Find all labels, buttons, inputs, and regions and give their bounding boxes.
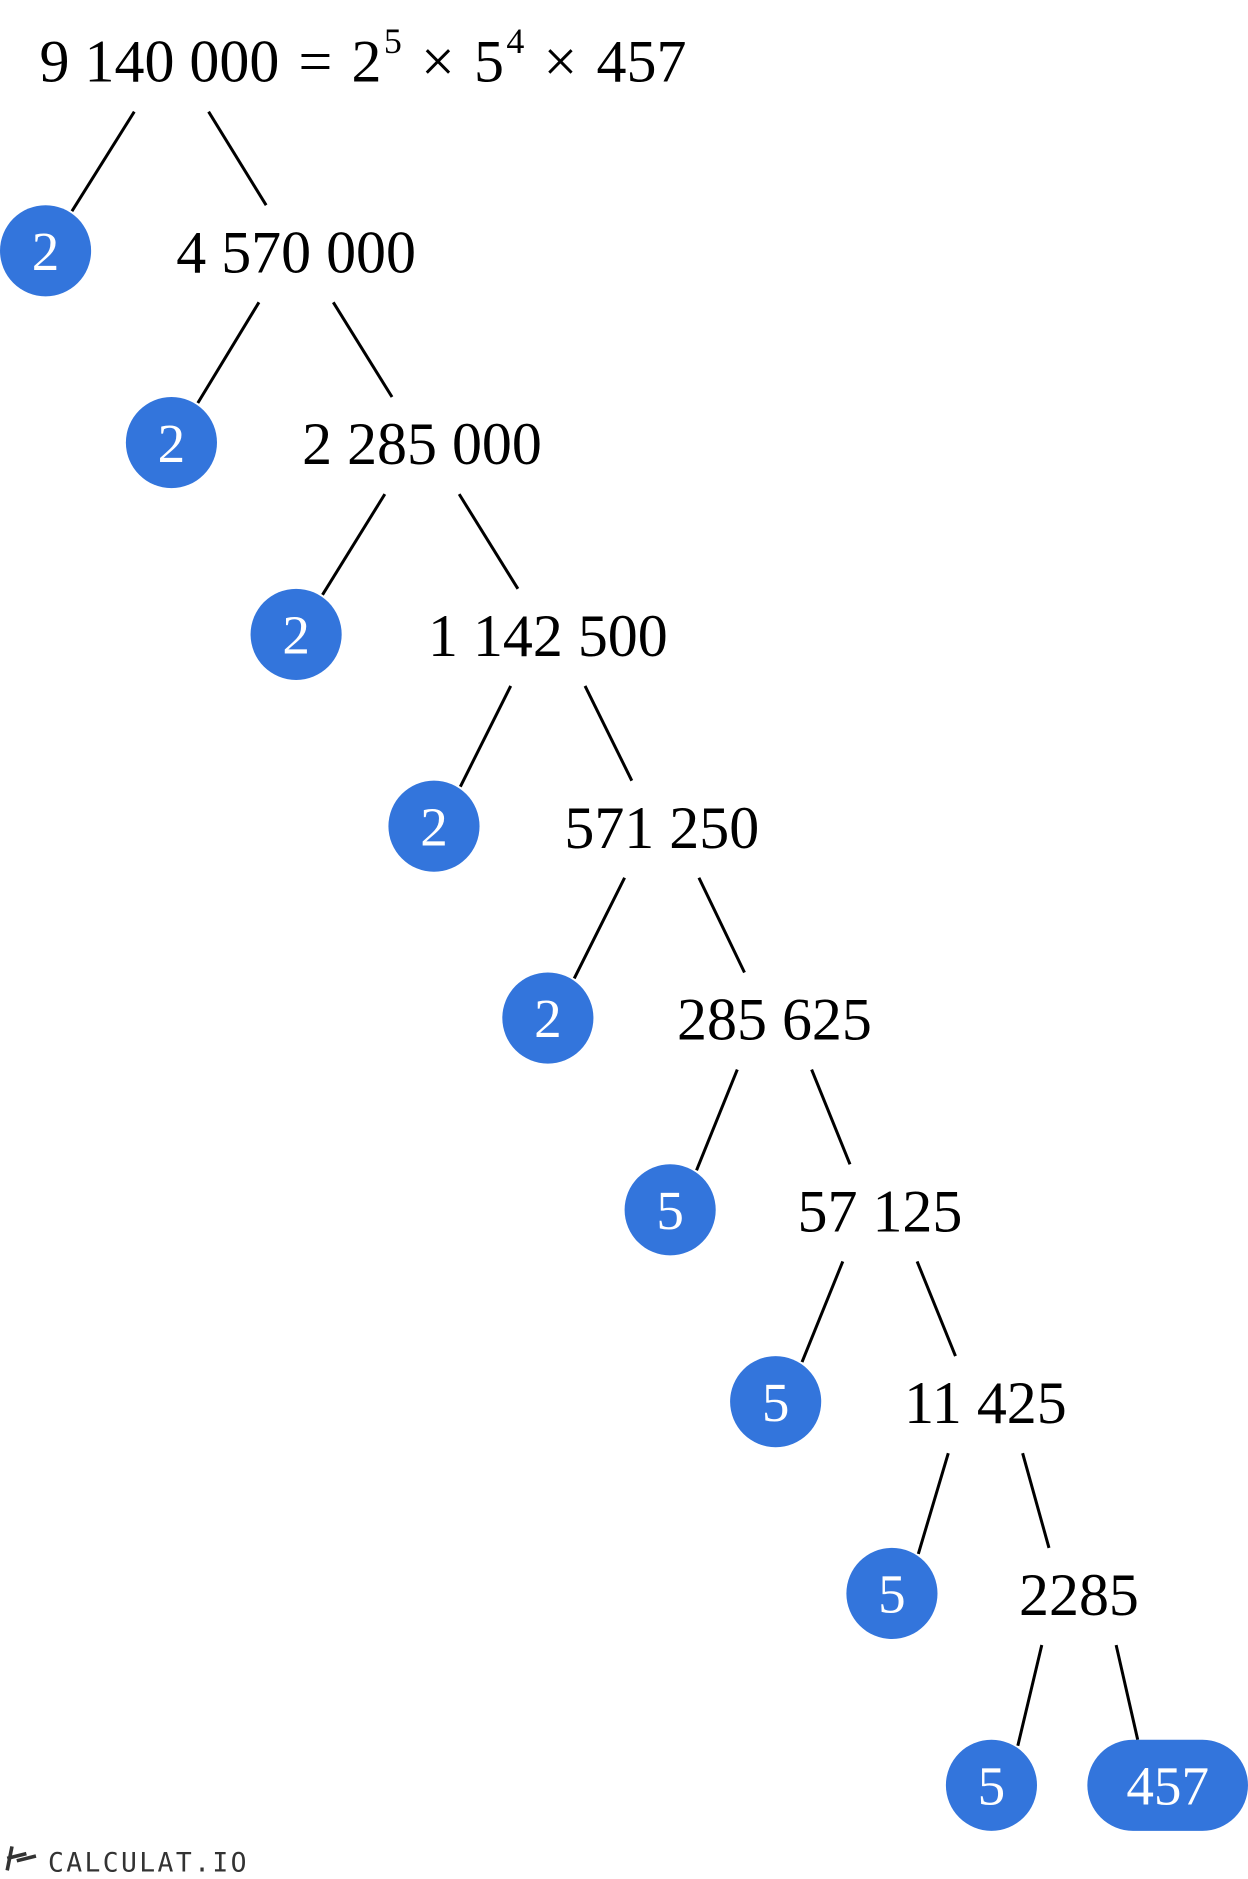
edge-right: [697, 877, 746, 974]
prime-factor-label: 2: [32, 221, 60, 282]
logo-icon: [5, 1846, 37, 1871]
prime-factor-label: 2: [534, 988, 562, 1049]
edge-left: [321, 493, 387, 596]
times-sign-2: ×: [544, 29, 578, 95]
factorization-equation: 9 140 000 = 25 × 54 × 457: [40, 21, 687, 95]
factor-base-1: 2: [351, 29, 381, 95]
factor-base-3: 457: [597, 29, 687, 95]
prime-factor-node: [945, 1739, 1038, 1831]
prime-factor-node: [502, 972, 594, 1064]
prime-factor-label: 2: [282, 605, 310, 666]
edge-right: [207, 110, 268, 206]
edge-right: [332, 301, 394, 398]
factor-exp-1: 5: [384, 21, 402, 61]
prime-factor-label: 5: [978, 1755, 1006, 1816]
edge-left: [572, 877, 626, 980]
tree-edges: [70, 110, 1140, 1747]
edge-right: [457, 493, 520, 590]
prime-factor-label: 2: [420, 796, 448, 857]
logo-text: CALCULAT.IO: [48, 1849, 249, 1879]
factor-exp-2: 4: [506, 21, 524, 61]
calculatio-logo: CALCULAT.IO: [5, 1846, 249, 1879]
edge-left: [695, 1069, 739, 1171]
prime-factor-node: [624, 1164, 716, 1256]
quotient-label: 1 142 500: [428, 603, 668, 669]
prime-factor-label: 5: [878, 1564, 906, 1625]
quotient-label: 57 125: [798, 1178, 963, 1244]
prime-factor-node: [730, 1356, 822, 1448]
prime-factor-label: 2: [158, 413, 186, 474]
final-prime-node: [1087, 1739, 1248, 1831]
edge-left: [800, 1260, 845, 1363]
prime-factor-node: [250, 588, 342, 680]
prime-factor-node: [0, 205, 92, 297]
prime-factor-label: 5: [762, 1372, 790, 1433]
quotient-label: 285 625: [677, 987, 872, 1053]
edge-left: [70, 110, 136, 212]
edge-right: [583, 685, 634, 782]
edge-left: [916, 1452, 950, 1555]
prime-factor-node: [125, 397, 217, 489]
edge-right: [1114, 1644, 1140, 1741]
edge-left: [1016, 1644, 1044, 1747]
equals-sign: =: [298, 29, 332, 95]
quotient-label: 2285: [1019, 1562, 1139, 1628]
edge-left: [459, 685, 513, 788]
factor-base-2: 5: [474, 29, 504, 95]
prime-factor-node: [846, 1547, 938, 1640]
edge-right: [810, 1069, 852, 1165]
prime-factor-label: 5: [656, 1180, 684, 1241]
prime-factor-node: [388, 780, 480, 872]
quotient-label: 4 570 000: [176, 219, 416, 285]
quotient-label: 571 250: [564, 795, 759, 861]
quotient-label: 2 285 000: [302, 411, 542, 477]
times-sign-1: ×: [421, 29, 455, 95]
edge-left: [196, 301, 261, 404]
edge-right: [1021, 1452, 1051, 1549]
quotient-label: 11 425: [904, 1370, 1067, 1436]
edge-right: [915, 1260, 957, 1357]
final-prime-label: 457: [1126, 1755, 1209, 1816]
root-number: 9 140 000: [40, 29, 280, 95]
